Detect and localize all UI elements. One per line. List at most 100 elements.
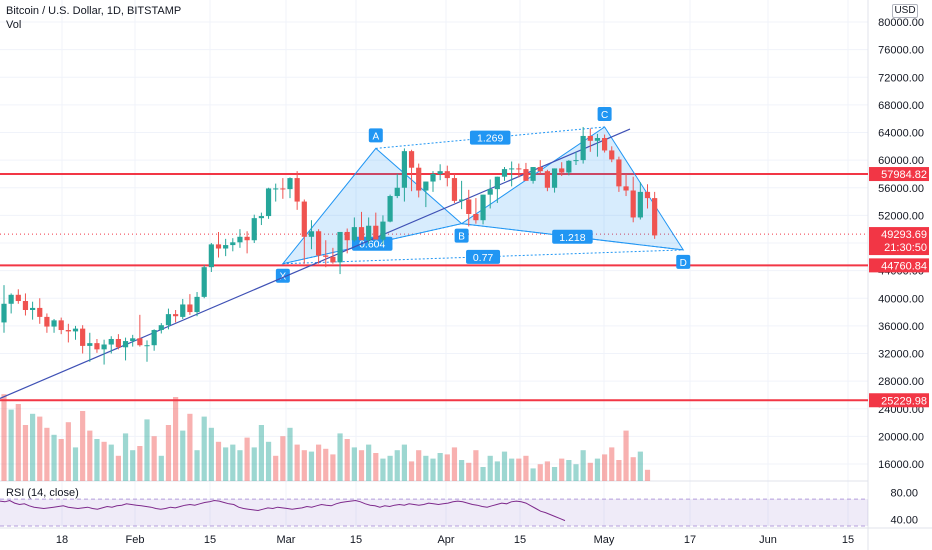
candle-body	[223, 245, 229, 249]
candle-body	[137, 338, 143, 346]
price-axis-label: 32000.00	[878, 349, 924, 361]
time-axis-label: Apr	[437, 534, 454, 546]
price-tag	[869, 393, 929, 408]
rsi-axis-label: 40.00	[890, 514, 918, 526]
volume-bar	[1, 394, 7, 481]
volume-bar	[187, 413, 193, 481]
pattern-ratio-box	[469, 130, 511, 145]
price-axis-label: 28000.00	[878, 376, 924, 388]
candle-body	[280, 188, 286, 190]
candle-body	[351, 227, 357, 241]
candle-body	[22, 301, 29, 310]
volume-bar	[566, 460, 572, 481]
volume-bar	[337, 433, 343, 481]
rsi-legend[interactable]: RSI (14, close)	[6, 487, 79, 499]
volume-bar	[144, 419, 150, 481]
currency-button[interactable]: USD	[892, 4, 918, 18]
pattern-ratio-box	[466, 249, 501, 264]
time-axis-label: 15	[350, 534, 362, 546]
candle-body	[466, 199, 472, 214]
candle-body	[308, 231, 315, 237]
candle-body	[87, 343, 93, 346]
volume-bar	[273, 455, 279, 481]
candle-body	[187, 304, 193, 313]
candle-body	[72, 328, 79, 332]
volume-bar	[416, 450, 422, 481]
candle-body	[265, 188, 272, 217]
candle-body	[451, 178, 458, 201]
time-axis-label: Mar	[277, 534, 296, 546]
price-axis-label: 64000.00	[878, 128, 924, 140]
volume-bar	[287, 427, 293, 481]
volume-bar	[37, 416, 43, 481]
candle-body	[366, 225, 372, 241]
volume-bar	[373, 453, 379, 481]
volume-bar	[609, 447, 615, 481]
volume-bar	[551, 467, 558, 481]
candle-body	[530, 167, 536, 181]
volume-bar	[394, 450, 400, 481]
volume-bar	[466, 462, 472, 481]
candle-body	[244, 236, 250, 241]
candle-body	[44, 316, 50, 327]
price-tag-label: 44760.84	[881, 260, 927, 272]
pattern-point-label: C	[601, 110, 608, 121]
candle-body	[494, 176, 500, 190]
candle-body	[509, 168, 515, 170]
price-tag	[869, 258, 929, 273]
volume-bar	[437, 453, 443, 481]
price-axis-label: 68000.00	[878, 100, 924, 112]
candle-body	[630, 190, 636, 218]
current-price-label: 49293.69	[881, 229, 927, 241]
volume-bar	[501, 451, 508, 481]
volume-bar	[380, 458, 386, 481]
volume-bar	[137, 446, 143, 481]
volume-bar	[194, 450, 200, 481]
volume-bar	[637, 451, 643, 481]
candle-body	[644, 191, 651, 199]
volume-bar	[15, 404, 21, 481]
price-tag-label: 57984.82	[881, 169, 927, 181]
volume-legend[interactable]: Vol	[6, 19, 22, 31]
candle-body	[294, 178, 300, 202]
candle-body	[80, 328, 86, 346]
price-axis-label: 40000.00	[878, 293, 924, 305]
candle-body	[151, 330, 157, 346]
candle-body	[330, 256, 336, 263]
volume-bar	[444, 454, 450, 481]
volume-bar	[644, 469, 651, 481]
time-axis-label: 15	[842, 534, 854, 546]
volume-bar	[358, 450, 365, 481]
volume-bar	[537, 464, 543, 481]
volume-bar	[459, 460, 465, 481]
volume-bar	[72, 447, 79, 481]
volume-bar	[230, 444, 236, 481]
volume-bar	[180, 430, 186, 481]
candle-body	[587, 135, 593, 141]
price-axis-label: 52000.00	[878, 210, 924, 222]
volume-bar	[580, 450, 586, 481]
pattern-ratio-box	[552, 229, 593, 244]
price-tag	[869, 167, 929, 182]
price-axis-label: 72000.00	[878, 72, 924, 84]
volume-bar	[509, 458, 515, 481]
candle-body	[580, 135, 586, 161]
candle-body	[358, 227, 365, 241]
volume-bar	[108, 444, 114, 481]
symbol-title[interactable]: Bitcoin / U.S. Dollar, 1D, BITSTAMP	[6, 5, 182, 17]
candle-body	[316, 231, 322, 256]
time-axis-label: Feb	[126, 534, 145, 546]
candle-body	[609, 150, 615, 160]
candle-body	[637, 191, 643, 218]
volume-bar	[251, 447, 257, 481]
candle-body	[108, 338, 114, 345]
time-axis-label: 18	[56, 534, 68, 546]
volume-bar	[280, 436, 286, 481]
volume-bar	[165, 425, 172, 481]
candle-body	[1, 303, 7, 323]
time-axis-label: Jun	[759, 534, 777, 546]
volume-bar	[301, 450, 307, 481]
volume-bar	[8, 409, 14, 481]
